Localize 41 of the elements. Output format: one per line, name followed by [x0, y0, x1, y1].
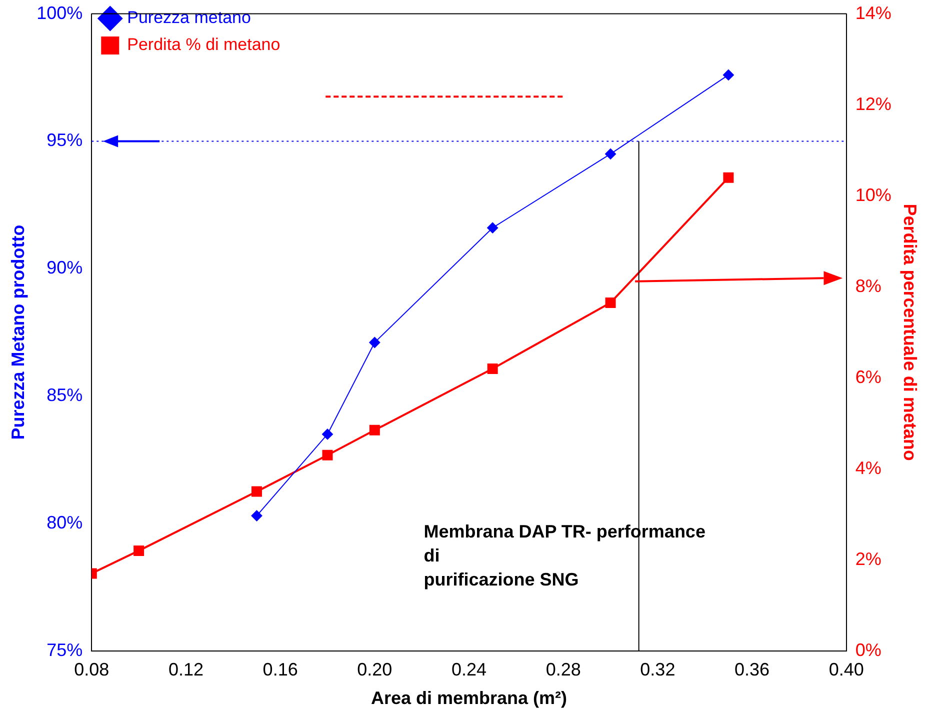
y2-axis-title: Perdita percentuale di metano [900, 204, 920, 461]
x-tick-label: 0.12 [168, 660, 204, 680]
legend-label: Perdita % di metano [127, 35, 280, 54]
y2-tick-label: 2% [855, 548, 882, 569]
y2-tick-label: 4% [855, 458, 882, 478]
y2-tick-label: 14% [855, 2, 892, 23]
point [134, 545, 144, 556]
y-tick-label: 90% [46, 258, 83, 278]
y-axis-title: Purezza Metano prodotto [8, 224, 28, 440]
point [487, 363, 498, 374]
point [251, 486, 262, 497]
legend-label: Purezza metano [127, 8, 251, 28]
x-tick-label: 0.28 [546, 660, 581, 680]
y-tick-label: 95% [46, 130, 83, 150]
y-tick-label: 100% [36, 2, 83, 23]
point [723, 172, 734, 183]
y2-tick-label: 0% [855, 640, 882, 660]
y-tick-label: 75% [46, 640, 83, 660]
y-tick-label: 85% [46, 384, 83, 405]
point [369, 424, 380, 436]
y2-tick-label: 12% [855, 94, 892, 114]
x-tick-label: 0.20 [357, 660, 392, 680]
x-tick-label: 0.32 [640, 660, 676, 680]
point [722, 69, 734, 80]
y-tick-label: 80% [46, 512, 83, 532]
point [487, 222, 498, 234]
x-tick-label: 0.36 [734, 660, 770, 680]
point [605, 297, 616, 308]
y2-tick-label: 8% [855, 276, 882, 296]
point [605, 148, 616, 160]
point [251, 510, 262, 522]
x-tick-label: 0.40 [828, 660, 864, 680]
point [369, 336, 380, 348]
y2-tick-label: 10% [855, 184, 892, 205]
x-tick-label: 0.16 [262, 660, 298, 680]
x-tick-label: 0.08 [74, 660, 110, 680]
point [322, 450, 333, 460]
x-tick-label: 0.24 [451, 660, 487, 680]
y2-tick-label: 6% [855, 366, 882, 387]
point [322, 428, 333, 440]
x-axis-title: Area di membrana (m²) [370, 688, 568, 708]
